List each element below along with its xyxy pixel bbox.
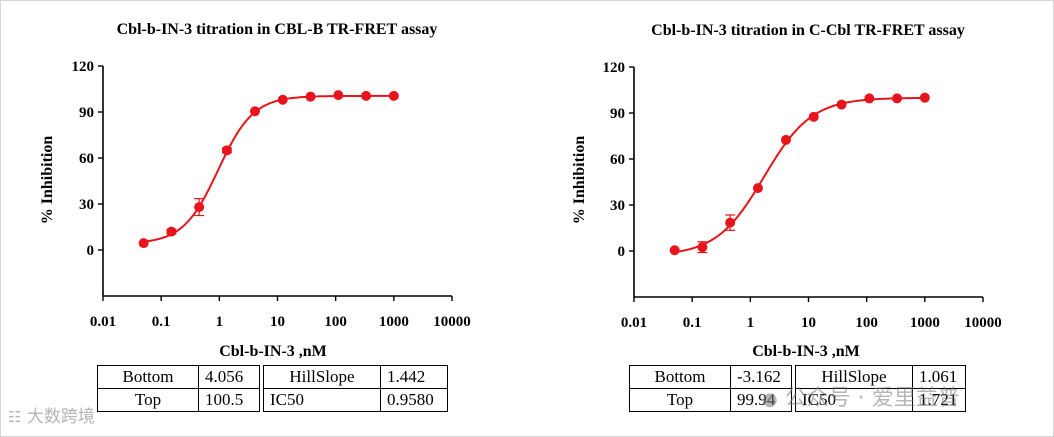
param-name: Top [629, 388, 731, 412]
x-tick-label: 10 [270, 314, 285, 330]
x-axis-label: Cbl-b-IN-3 ,nM [752, 343, 860, 360]
fit-curve [674, 96, 925, 254]
data-point [836, 99, 847, 110]
x-tick-label: 1 [216, 314, 224, 330]
chart-cblb: Cbl-b-IN-3 titration in CBL-B TR-FRET as… [39, 21, 471, 360]
y-tick-label: 120 [72, 59, 95, 75]
param-name: Bottom [629, 365, 731, 389]
param-name: Bottom [97, 365, 199, 389]
fit-params-table-right: Bottom -3.162 HillSlope 1.061 Top 99.94 … [629, 365, 966, 412]
table-row: Top 100.5 IC50 0.9580 [97, 388, 448, 412]
param-name: IC50 [263, 388, 381, 412]
watermark-text: 大数跨境 [26, 407, 95, 427]
param-value: 100.5 [198, 388, 260, 412]
data-point [919, 92, 930, 103]
chart-ccbl: Cbl-b-IN-3 titration in C-Cbl TR-FRET as… [571, 22, 1002, 360]
fit-params-table-left: Bottom 4.056 HillSlope 1.442 Top 100.5 I… [97, 365, 448, 412]
data-point [305, 91, 316, 102]
table-row: Top 99.94 IC50 1.721 [629, 388, 966, 412]
fit-curve [143, 94, 394, 243]
data-point [892, 93, 903, 104]
data-point [166, 226, 177, 237]
x-tick-label: 10000 [433, 314, 471, 330]
data-point [361, 90, 372, 101]
table-row: Bottom -3.162 HillSlope 1.061 [629, 365, 966, 389]
data-point [333, 90, 344, 101]
y-tick-label: 0 [87, 243, 95, 259]
x-tick-label: 100 [855, 315, 878, 331]
x-tick-label: 10 [801, 315, 816, 331]
data-point [725, 217, 736, 228]
param-value: 1.721 [912, 388, 966, 412]
wechat-icon: ● [762, 389, 778, 410]
data-point [864, 93, 875, 104]
y-tick-label: 120 [603, 60, 626, 76]
y-tick-label: 30 [79, 197, 94, 213]
watermark-text: 公众号 · 爱里益普 [784, 386, 960, 411]
watermark-left: ☷ 大数跨境 [8, 402, 95, 427]
data-point [752, 183, 763, 194]
x-tick-label: 1 [747, 315, 755, 331]
y-tick-label: 30 [610, 198, 625, 214]
param-name: HillSlope [795, 365, 913, 389]
param-value: 1.442 [380, 365, 448, 389]
y-axis-label: % Inhibition [39, 136, 56, 225]
x-tick-label: 1000 [910, 315, 940, 331]
x-tick-label: 100 [324, 314, 347, 330]
y-tick-label: 60 [79, 151, 94, 167]
y-tick-label: 60 [610, 152, 625, 168]
param-name: Top [97, 388, 199, 412]
data-point [221, 145, 232, 156]
data-point [194, 202, 205, 213]
chart-title: Cbl-b-IN-3 titration in CBL-B TR-FRET as… [117, 21, 438, 38]
param-value: -3.162 [730, 365, 792, 389]
data-point [669, 245, 680, 256]
data-point [277, 94, 288, 105]
data-point [780, 134, 791, 145]
param-value: 0.9580 [380, 388, 448, 412]
x-tick-label: 0.1 [683, 315, 702, 331]
watermark-right: ● 公众号 · 爱里益普 [762, 380, 960, 412]
x-tick-label: 0.01 [90, 314, 116, 330]
y-tick-label: 0 [618, 244, 626, 260]
data-point [808, 111, 819, 122]
x-tick-label: 0.1 [152, 314, 171, 330]
data-point [138, 238, 149, 249]
y-axis-label: % Inhibition [571, 136, 588, 225]
x-tick-label: 10000 [964, 315, 1002, 331]
data-point [388, 90, 399, 101]
y-tick-label: 90 [79, 105, 94, 121]
table-row: Bottom 4.056 HillSlope 1.442 [97, 365, 448, 389]
chat-bubble-icon: ☷ [8, 408, 22, 426]
chart-title: Cbl-b-IN-3 titration in C-Cbl TR-FRET as… [651, 22, 965, 39]
x-axis-label: Cbl-b-IN-3 ,nM [219, 343, 327, 360]
y-tick-label: 90 [610, 106, 625, 122]
x-tick-label: 0.01 [621, 315, 647, 331]
param-name: HillSlope [263, 365, 381, 389]
param-value: 99.94 [730, 388, 792, 412]
param-value: 4.056 [198, 365, 260, 389]
data-point [697, 242, 708, 253]
param-name: IC50 [795, 388, 913, 412]
x-tick-label: 1000 [379, 314, 409, 330]
data-point [249, 106, 260, 117]
